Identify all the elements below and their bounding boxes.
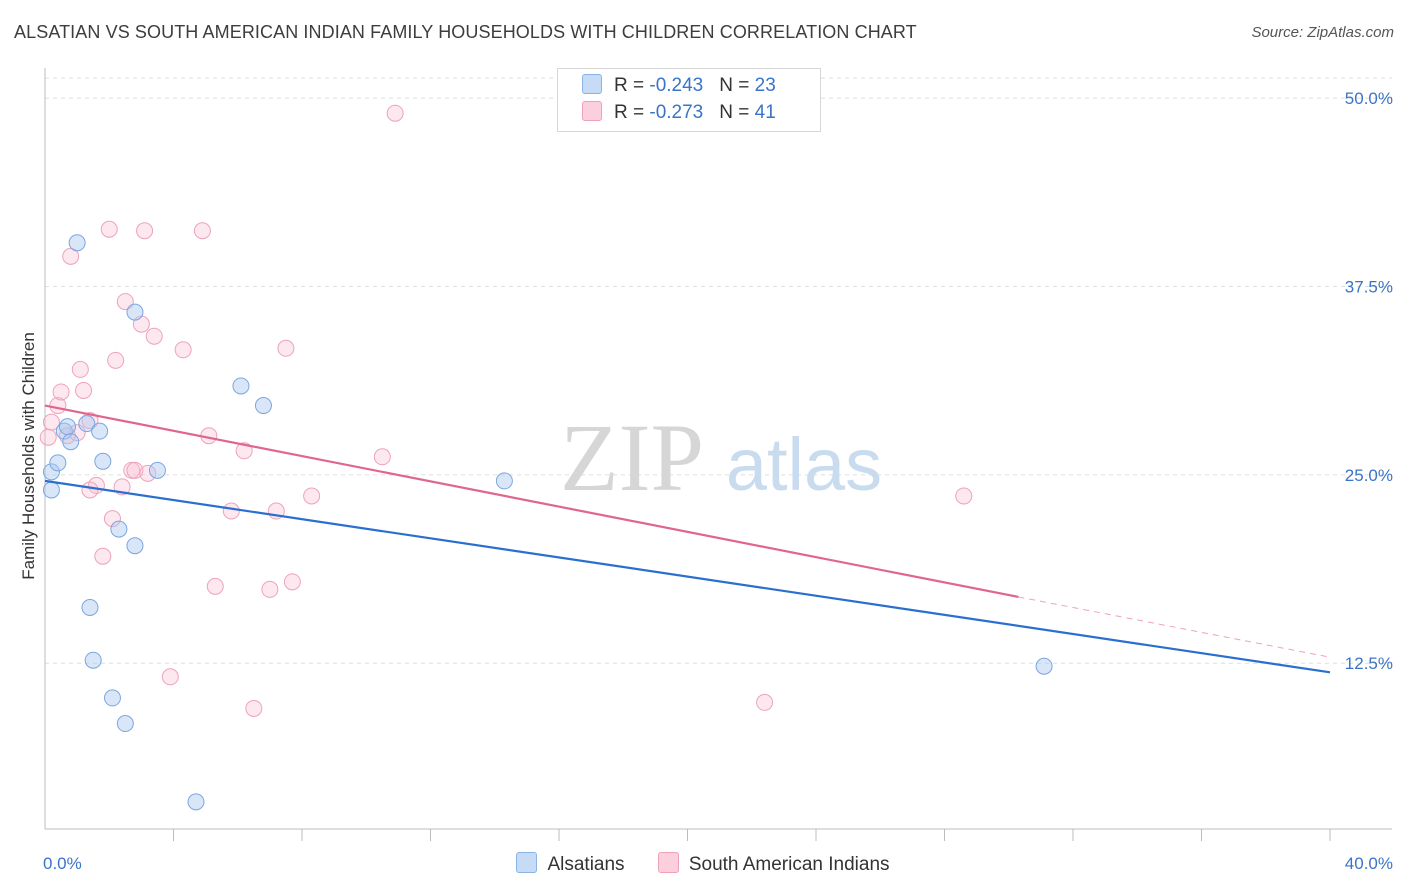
sai-point [39, 428, 57, 446]
legend-swatch-blue [516, 852, 538, 873]
sai-point [136, 222, 154, 240]
trend-layer [44, 404, 1331, 674]
y-tick-label: 50.0% [1345, 89, 1393, 108]
chart-title: ALSATIAN VS SOUTH AMERICAN INDIAN FAMILY… [14, 22, 917, 42]
sai-point [261, 580, 279, 598]
alsatian-point [42, 481, 60, 499]
sai-trend-line-extension [1018, 596, 1331, 658]
sai-point [235, 442, 253, 460]
y-tick-label: 37.5% [1345, 278, 1393, 297]
sai-point [756, 693, 774, 711]
legend-swatch-pink [657, 852, 679, 873]
x-tick-label: 40.0% [1345, 854, 1393, 873]
sai-point [75, 381, 93, 399]
legend-label: Alsatians [547, 854, 625, 875]
series-legend: Alsatians South American Indians [0, 852, 1406, 876]
legend-r-label: R = [614, 102, 650, 123]
sai-point [245, 699, 263, 717]
alsatian-point [110, 520, 128, 538]
alsatian-point [55, 422, 73, 440]
axis-layer: 12.5% 25.0% 37.5% 50.0% 0.0% 40.0% [43, 68, 1393, 873]
sai-point [145, 327, 163, 345]
sai-point [139, 464, 157, 482]
y-tick-label: 25.0% [1345, 466, 1393, 485]
sai-point [161, 668, 179, 686]
y-axis-label: Family Households with Children [19, 332, 38, 580]
alsatian-point [116, 715, 134, 733]
sai-point [107, 351, 125, 369]
alsatian-point [187, 793, 205, 811]
watermark: ZIP atlas [560, 404, 882, 511]
sai-point [116, 293, 134, 311]
alsatian-point [91, 422, 109, 440]
sai-point [81, 412, 99, 430]
alsatian-point [49, 454, 67, 472]
legend-item-south-american-indians[interactable]: South American Indians [657, 852, 890, 876]
y-tick-label: 12.5% [1345, 654, 1393, 673]
alsatian-point [103, 689, 121, 707]
alsatian-point [94, 452, 112, 470]
sai-point [277, 339, 295, 357]
legend-item-alsatians[interactable]: Alsatians [516, 852, 625, 876]
legend-label: South American Indians [688, 854, 890, 875]
x-tick-label: 0.0% [43, 854, 82, 873]
stats-legend: R = -0.243 N = 23 R = -0.273 N = 41 [557, 68, 821, 132]
sai-point [71, 360, 89, 378]
sai-trend-line [44, 404, 1019, 599]
sai-point [100, 220, 118, 238]
alsatian-point [84, 651, 102, 669]
alsatian-point [148, 461, 166, 479]
legend-n-value: 41 [754, 102, 776, 123]
alsatian-point [254, 397, 272, 415]
legend-row-sai: R = -0.273 N = 41 [582, 101, 776, 127]
alsatian-point [78, 415, 96, 433]
legend-swatch-blue [582, 74, 602, 94]
alsatian-trend-line [44, 479, 1331, 674]
alsatian-point [58, 418, 76, 436]
legend-n-label: N = [719, 75, 755, 96]
sai-point [42, 413, 60, 431]
source-credit: Source: ZipAtlas.com [1251, 24, 1394, 41]
alsatian-point [232, 377, 250, 395]
sai-point [81, 481, 99, 499]
sai-point [94, 547, 112, 565]
alsatian-point [126, 537, 144, 555]
alsatian-point [81, 598, 99, 616]
legend-n-value: 23 [754, 75, 776, 96]
alsatian-point [42, 463, 60, 481]
alsatian-point [1035, 657, 1053, 675]
legend-swatch-pink [582, 101, 602, 121]
sai-point [283, 573, 301, 591]
alsatian-point [495, 472, 513, 490]
sai-point [193, 222, 211, 240]
legend-r-value: -0.273 [649, 102, 704, 123]
sai-point [303, 487, 321, 505]
alsatian-point [126, 303, 144, 321]
watermark-zip: ZIP [560, 404, 704, 511]
sai-point [174, 341, 192, 359]
sai-point [52, 383, 70, 401]
sai-point [373, 448, 391, 466]
legend-r-label: R = [614, 75, 650, 96]
sai-point [206, 577, 224, 595]
sai-point [222, 502, 240, 520]
legend-row-alsatians: R = -0.243 N = 23 [582, 74, 776, 100]
sai-point [386, 104, 404, 122]
alsatian-point [62, 433, 80, 451]
sai-point [955, 487, 973, 505]
legend-r-value: -0.243 [649, 75, 704, 96]
sai-point [126, 461, 144, 479]
points-layer [39, 104, 1053, 811]
watermark-atlas: atlas [726, 423, 882, 506]
grid-layer [45, 77, 1392, 664]
legend-n-label: N = [719, 102, 755, 123]
sai-point [103, 510, 121, 528]
alsatian-point [68, 234, 86, 252]
